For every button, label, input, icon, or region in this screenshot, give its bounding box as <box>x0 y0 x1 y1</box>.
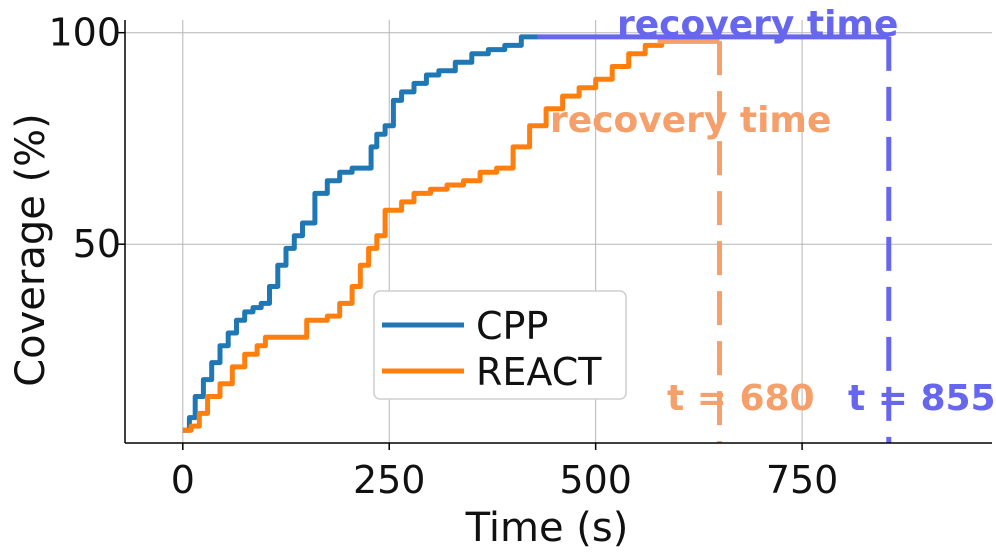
cpp-recovery-t-label: t = 855 <box>848 378 996 419</box>
series-line-cpp <box>182 34 538 433</box>
axes <box>118 20 992 450</box>
y-tick-label-50: 50 <box>73 222 121 266</box>
grid <box>125 20 992 443</box>
x-axis-label: Time (s) <box>465 505 629 551</box>
react-recovery-time-label: recovery time <box>550 100 831 141</box>
tick-labels: 0 250 500 750 50 100 <box>48 11 838 502</box>
x-tick-label-250: 250 <box>353 458 426 502</box>
y-axis-label: Coverage (%) <box>8 113 54 387</box>
legend-label-react: REACT <box>476 350 602 394</box>
legend-label-cpp: CPP <box>476 304 548 348</box>
legend: CPP REACT <box>373 290 627 400</box>
series-line-react <box>182 38 720 433</box>
cpp-recovery-time-label: recovery time <box>617 4 898 45</box>
y-tick-label-100: 100 <box>48 11 121 55</box>
react-recovery-t-label: t = 680 <box>667 378 815 419</box>
x-tick-label-750: 750 <box>766 458 839 502</box>
series-lines <box>182 34 720 433</box>
x-tick-label-0: 0 <box>171 458 195 502</box>
recovery-annotations <box>537 34 892 443</box>
x-tick-label-500: 500 <box>559 458 632 502</box>
